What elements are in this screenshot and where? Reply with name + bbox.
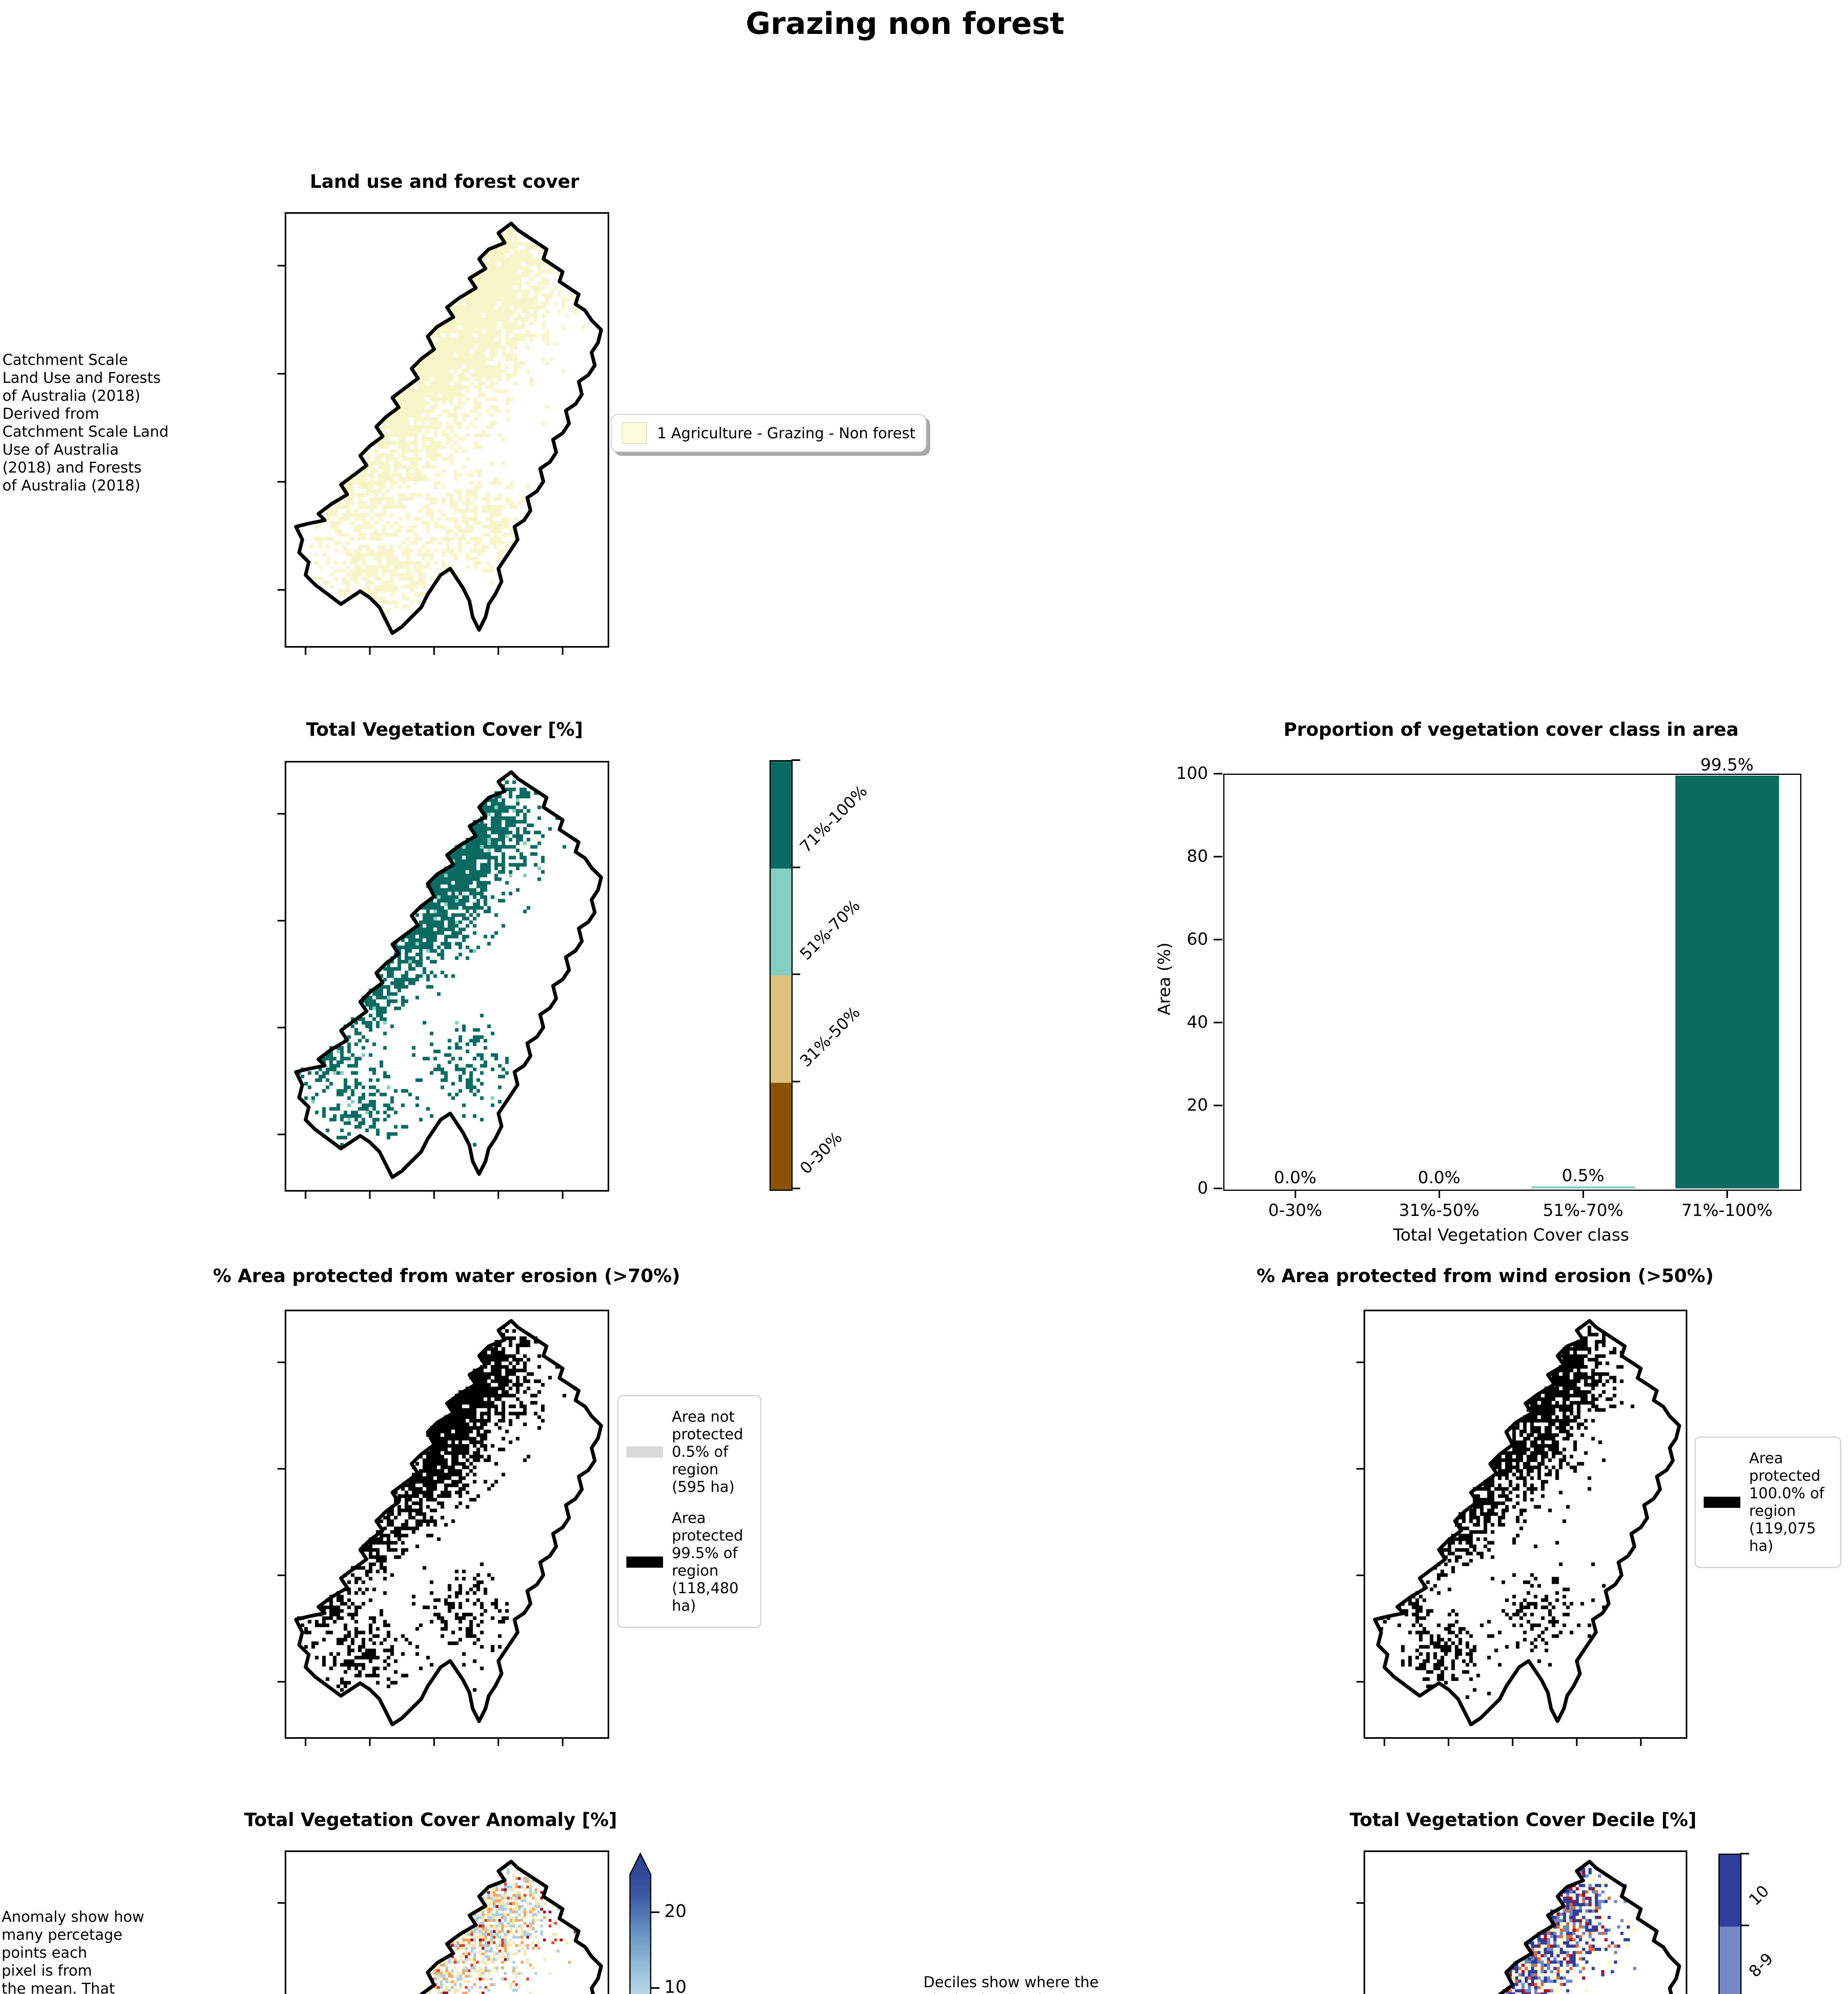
proportion-chart-ytick — [1214, 1188, 1222, 1189]
proportion-chart-xtick-label: 0-30% — [1268, 1200, 1323, 1220]
proportion-chart-ytick — [1214, 939, 1222, 940]
proportion-chart-xtick — [1726, 1190, 1728, 1198]
tvc-colorbar-segment — [771, 761, 791, 869]
tvc-colorbar-tick — [791, 973, 800, 975]
water-map-pixels — [286, 1311, 608, 1737]
tvc-colorbar-tick — [791, 866, 800, 868]
tvc-colorbar-segment — [771, 868, 791, 975]
proportion-chart-bar-value: 0.0% — [1274, 1168, 1317, 1187]
tvc-colorbar-label: 31%-50% — [796, 1003, 864, 1071]
proportion-chart-ytick-label: 0 — [1197, 1178, 1208, 1198]
wind-legend: Area protected 100.0% of region (119,075… — [1694, 1436, 1841, 1568]
tvc-map — [277, 761, 609, 1199]
tvc-colorbar-segment — [771, 1082, 791, 1190]
anomaly-map-pixels — [286, 1852, 608, 1994]
tvc-catchment-boundary — [277, 770, 603, 1199]
wind-protected-label: Area protected 100.0% of region (119,075… — [1749, 1450, 1824, 1555]
proportion-chart-ytick-label: 40 — [1187, 1012, 1208, 1032]
proportion-chart-bar-value: 0.5% — [1562, 1166, 1604, 1185]
page-title: Grazing non forest — [746, 6, 1065, 41]
wind-catchment-boundary — [1356, 1319, 1681, 1746]
water-not-protected-swatch — [626, 1446, 663, 1458]
proportion-chart-title: Proportion of vegetation cover class in … — [1283, 719, 1739, 740]
proportion-chart-ytick-label: 20 — [1187, 1095, 1208, 1115]
proportion-chart-bar — [1675, 776, 1779, 1188]
tvc-map-pixels — [286, 763, 608, 1190]
proportion-chart-ytick — [1214, 773, 1222, 774]
proportion-chart-bar-value: 99.5% — [1700, 755, 1754, 774]
water-map — [277, 1310, 609, 1746]
tvc-colorbar-tick — [791, 1188, 800, 1189]
decile-colorbar-segment — [1720, 1927, 1740, 1994]
tvc-colorbar-tick — [791, 1080, 800, 1082]
landuse-map-pixels — [286, 214, 608, 646]
anomaly-colorbar-tick-label: 10 — [664, 1977, 687, 1994]
tvc-title: Total Vegetation Cover [%] — [306, 719, 583, 740]
anomaly-colorbar-gradient — [629, 1852, 659, 1994]
tvc-colorbar-label: 0-30% — [796, 1128, 846, 1178]
proportion-chart-ylabel: Area (%) — [1154, 942, 1174, 1015]
tvc-colorbar-tick — [791, 759, 800, 761]
wind-title: % Area protected from wind erosion (>50%… — [1256, 1265, 1714, 1287]
proportion-chart-plot — [1223, 774, 1801, 1191]
tvc-colorbar-segment — [771, 975, 791, 1083]
proportion-chart-ytick — [1214, 856, 1222, 857]
landuse-legend-label: 1 Agriculture - Grazing - Non forest — [657, 424, 915, 442]
proportion-chart-ytick — [1214, 1105, 1222, 1106]
proportion-chart-xlabel: Total Vegetation Cover class — [1393, 1225, 1629, 1245]
decile-colorbar-label: 8-9 — [1745, 1949, 1777, 1981]
wind-protected-swatch — [1704, 1497, 1740, 1508]
water-not-protected-label: Area not protected 0.5% of region (595 h… — [672, 1408, 743, 1496]
proportion-chart-xtick-label: 71%-100% — [1681, 1200, 1773, 1220]
water-legend-item-protected: Area protected 99.5% of region (118,480 … — [626, 1509, 752, 1615]
decile-colorbar-label: 10 — [1745, 1882, 1773, 1909]
decile-catchment-boundary — [1356, 1860, 1681, 1994]
proportion-chart-xtick — [1294, 1190, 1296, 1198]
decile-colorbar-tick — [1740, 1853, 1749, 1854]
landuse-note: Catchment Scale Land Use and Forests of … — [2, 351, 169, 494]
water-legend: Area not protected 0.5% of region (595 h… — [617, 1395, 762, 1628]
tvc-colorbar-label: 71%-100% — [796, 782, 871, 857]
anomaly-title: Total Vegetation Cover Anomaly [%] — [244, 1809, 617, 1830]
proportion-chart-ytick — [1214, 1022, 1222, 1023]
water-protected-label: Area protected 99.5% of region (118,480 … — [672, 1509, 743, 1614]
water-protected-swatch — [626, 1557, 663, 1568]
wind-map-pixels — [1365, 1311, 1686, 1737]
tvc-colorbar — [770, 760, 793, 1191]
landuse-legend: 1 Agriculture - Grazing - Non forest — [611, 414, 927, 452]
anomaly-map — [277, 1850, 609, 1994]
decile-note: Deciles show where the pixel value lies … — [923, 1974, 1099, 1994]
decile-map-pixels — [1365, 1852, 1686, 1994]
anomaly-note: Anomaly show how many percetage points e… — [2, 1908, 144, 1994]
proportion-chart-ytick-label: 60 — [1187, 929, 1208, 949]
anomaly-colorbar — [629, 1852, 659, 1994]
water-legend-item-not-protected: Area not protected 0.5% of region (595 h… — [626, 1408, 752, 1496]
proportion-chart-bar — [1531, 1186, 1635, 1188]
decile-title: Total Vegetation Cover Decile [%] — [1349, 1809, 1697, 1830]
proportion-chart-xtick — [1438, 1190, 1440, 1198]
anomaly-catchment-boundary — [277, 1860, 603, 1994]
decile-map — [1356, 1850, 1687, 1994]
landuse-catchment-boundary — [277, 221, 603, 655]
landuse-map — [277, 212, 609, 655]
proportion-chart-xtick-label: 51%-70% — [1543, 1200, 1624, 1220]
wind-map — [1356, 1310, 1687, 1746]
proportion-chart-ytick-label: 80 — [1187, 846, 1208, 866]
proportion-chart-xtick-label: 31%-50% — [1399, 1200, 1480, 1220]
decile-colorbar-tick — [1740, 1925, 1749, 1926]
landuse-title: Land use and forest cover — [310, 171, 579, 192]
wind-legend-item-protected: Area protected 100.0% of region (119,075… — [1704, 1450, 1832, 1555]
proportion-chart-bar-value: 0.0% — [1418, 1168, 1460, 1187]
anomaly-colorbar-tick-label: 20 — [664, 1901, 687, 1921]
water-catchment-boundary — [277, 1319, 603, 1746]
tvc-colorbar-label: 51%-70% — [796, 896, 864, 964]
decile-colorbar-segment — [1720, 1855, 1740, 1927]
decile-colorbar — [1718, 1854, 1742, 1994]
landuse-legend-swatch — [622, 422, 647, 444]
proportion-chart-xtick — [1582, 1190, 1584, 1198]
proportion-chart-ytick-label: 100 — [1176, 763, 1208, 783]
water-title: % Area protected from water erosion (>70… — [213, 1265, 680, 1287]
